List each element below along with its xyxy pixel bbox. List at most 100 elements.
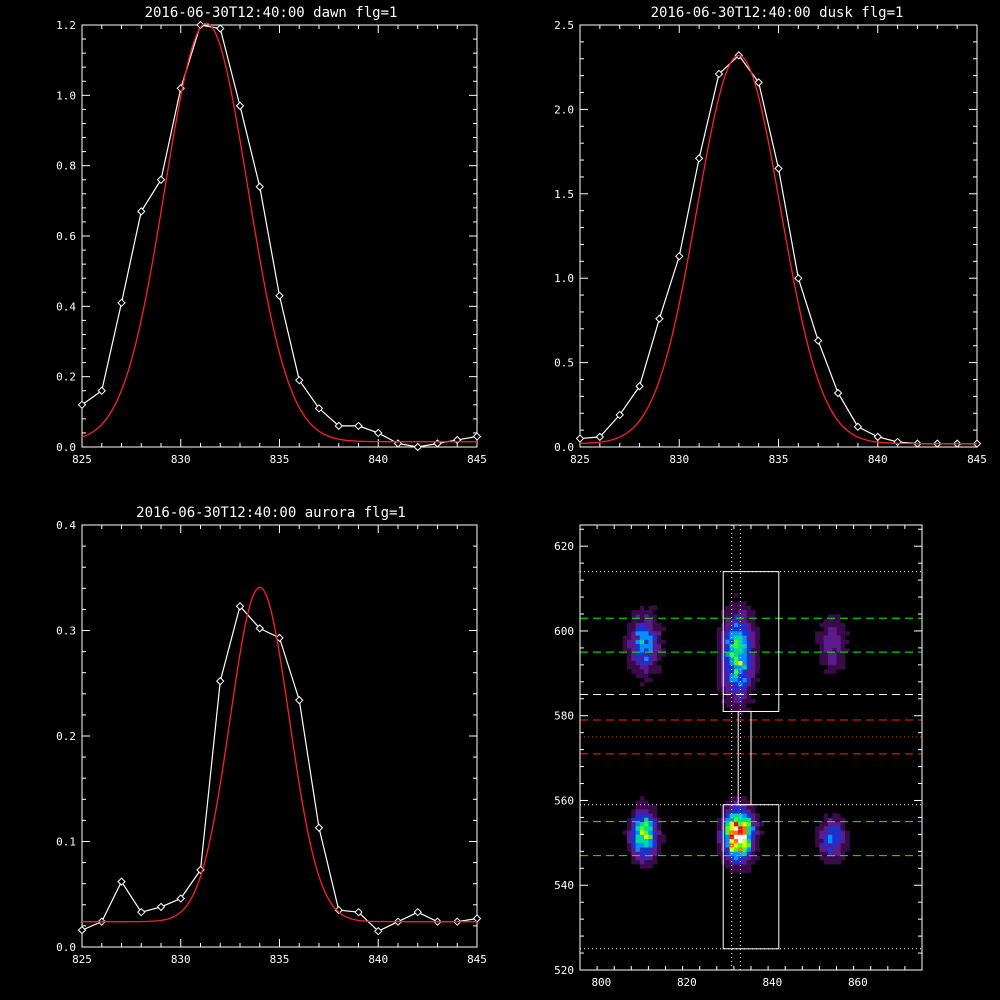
heatmap-cell xyxy=(627,851,632,856)
heatmap-cell xyxy=(716,817,722,823)
heatmap-cell xyxy=(644,842,649,848)
heatmap-cell xyxy=(751,834,756,840)
heatmap-cell xyxy=(716,669,722,674)
heatmap-cell xyxy=(652,834,658,840)
dusk-title: 2016-06-30T12:40:00 dusk flg=1 xyxy=(651,5,904,21)
heatmap-cell xyxy=(661,656,666,662)
heatmap-cell xyxy=(639,800,645,806)
heatmap-cell xyxy=(751,830,756,835)
heatmap-cell xyxy=(827,851,833,856)
heatmap-cell xyxy=(729,830,735,835)
heatmap-cell xyxy=(755,825,760,831)
heatmap-cell xyxy=(827,656,833,662)
heatmap-cell xyxy=(738,681,743,687)
heatmap-cell xyxy=(639,656,645,662)
heatmap-cell xyxy=(746,825,752,831)
data-point xyxy=(655,314,664,323)
heatmap-cell xyxy=(639,838,645,844)
heatmap-cell xyxy=(648,851,654,856)
heatmap-cell xyxy=(725,652,731,657)
heatmap-cell xyxy=(729,694,735,700)
heatmap-cell xyxy=(729,834,735,840)
heatmap-cell xyxy=(635,859,641,865)
data-point xyxy=(354,907,363,917)
heatmap-cell xyxy=(656,639,662,645)
heatmap-cell xyxy=(644,825,649,831)
heatmap-cell xyxy=(716,630,722,636)
heatmap-cell xyxy=(746,838,752,844)
heatmap-cell xyxy=(823,669,829,674)
heatmap-cell xyxy=(751,838,756,844)
heatmap-cell xyxy=(836,647,842,653)
heatmap-cell xyxy=(725,859,731,865)
data-point xyxy=(472,914,482,923)
heatmap-cell xyxy=(742,855,748,861)
heatmap-cell xyxy=(635,864,641,869)
heatmap-cell xyxy=(622,838,628,844)
heatmap-cell xyxy=(823,808,829,814)
heatmap-cell xyxy=(738,817,743,823)
heatmap-cell xyxy=(751,825,756,831)
heatmap-cell xyxy=(733,647,739,653)
heatmap-cell xyxy=(725,669,731,674)
heatmap-cell xyxy=(755,664,760,670)
heatmap-cell xyxy=(742,859,748,865)
heatmap-cell xyxy=(746,652,752,657)
heatmap-cell xyxy=(819,855,825,861)
heatmap-cell xyxy=(729,664,735,670)
heatmap-cell xyxy=(627,813,632,818)
y-tick-label: 600 xyxy=(554,625,574,638)
heatmap-cell xyxy=(631,842,636,848)
heatmap-cell xyxy=(827,622,833,628)
dusk-plot-area: 825 830 835 840 845 0.0 0.5 1.0 1.5 2.0 2.5 xyxy=(554,19,987,466)
heatmap-cell xyxy=(823,660,829,666)
heatmap-cell xyxy=(622,830,628,835)
gaussian-fit-line xyxy=(579,54,977,445)
heatmap-cell xyxy=(661,847,666,852)
heatmap-cell xyxy=(656,622,662,628)
heatmap-cell xyxy=(840,656,846,662)
heatmap-cell xyxy=(755,830,760,835)
aurora-plot-area: 825 830 835 840 845 0.0 0.1 0.2 0.3 0.4 xyxy=(56,519,487,966)
heatmap-cell xyxy=(729,618,735,623)
heatmap-cell xyxy=(627,626,632,632)
heatmap-cell xyxy=(742,609,748,615)
y-tick-label: 0.8 xyxy=(56,160,76,173)
heatmap-cell xyxy=(622,851,628,856)
heatmap-cell xyxy=(759,639,765,645)
heatmap-cell xyxy=(823,618,829,623)
heatmap-cell xyxy=(746,656,752,662)
heatmap-cell xyxy=(840,669,846,674)
heatmap-cell xyxy=(635,821,641,827)
heatmap-cell xyxy=(644,639,649,645)
heatmap-cell xyxy=(648,821,654,827)
heatmap-cell xyxy=(751,821,756,827)
heatmap-cell xyxy=(733,817,739,823)
data-point xyxy=(97,386,106,395)
heatmap-cell xyxy=(652,664,658,670)
heatmap-cell xyxy=(635,622,641,628)
heatmap-cell xyxy=(751,686,756,691)
heatmap-cell xyxy=(656,842,662,848)
data-point xyxy=(314,823,324,832)
heatmap-cell xyxy=(631,847,636,852)
heatmap-cell xyxy=(751,647,756,653)
heatmap-cell xyxy=(635,639,641,645)
heatmap-cell xyxy=(751,622,756,628)
heatmap-cell xyxy=(716,660,722,666)
heatmap-cell xyxy=(661,626,666,632)
heatmap-cell xyxy=(725,677,731,683)
heatmap-cell xyxy=(840,855,846,861)
heatmap-cell xyxy=(836,660,842,666)
x-tick-label: 835 xyxy=(769,453,789,466)
heatmap-cell xyxy=(840,847,846,852)
heatmap-cell xyxy=(755,635,760,640)
heatmap-cell xyxy=(644,677,649,683)
data-point xyxy=(77,400,87,410)
heatmap-cell xyxy=(751,652,756,657)
heatmap-cell xyxy=(648,838,654,844)
heatmap-cell xyxy=(725,656,731,662)
heatmap-cell xyxy=(635,808,641,814)
heatmap-cell xyxy=(733,707,739,712)
heatmap-cell xyxy=(738,592,743,598)
